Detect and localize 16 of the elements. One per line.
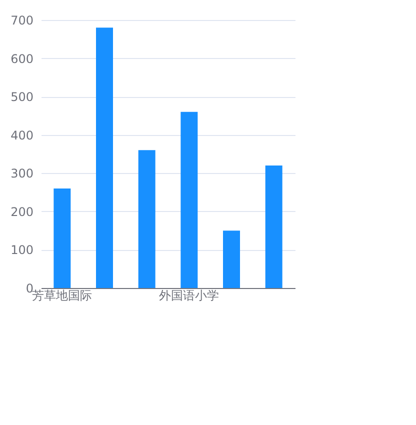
x-tick-label: 外国语小学 bbox=[159, 288, 220, 302]
y-tick-label: 200 bbox=[10, 204, 34, 219]
bar bbox=[180, 112, 198, 288]
y-tick-label: 700 bbox=[10, 14, 34, 28]
y-tick-label: 300 bbox=[10, 166, 34, 181]
y-tick-label: 600 bbox=[10, 52, 34, 66]
y-tick-label: 100 bbox=[10, 243, 34, 258]
y-tick-label: 0 bbox=[26, 282, 34, 296]
x-tick-label: 芳草地国际 bbox=[32, 288, 92, 302]
bar bbox=[223, 230, 240, 288]
y-tick-label: 500 bbox=[10, 90, 34, 104]
bar bbox=[54, 188, 71, 288]
bar bbox=[138, 150, 156, 288]
bar bbox=[265, 165, 282, 288]
y-tick-label: 400 bbox=[10, 128, 34, 142]
bar bbox=[96, 28, 113, 288]
